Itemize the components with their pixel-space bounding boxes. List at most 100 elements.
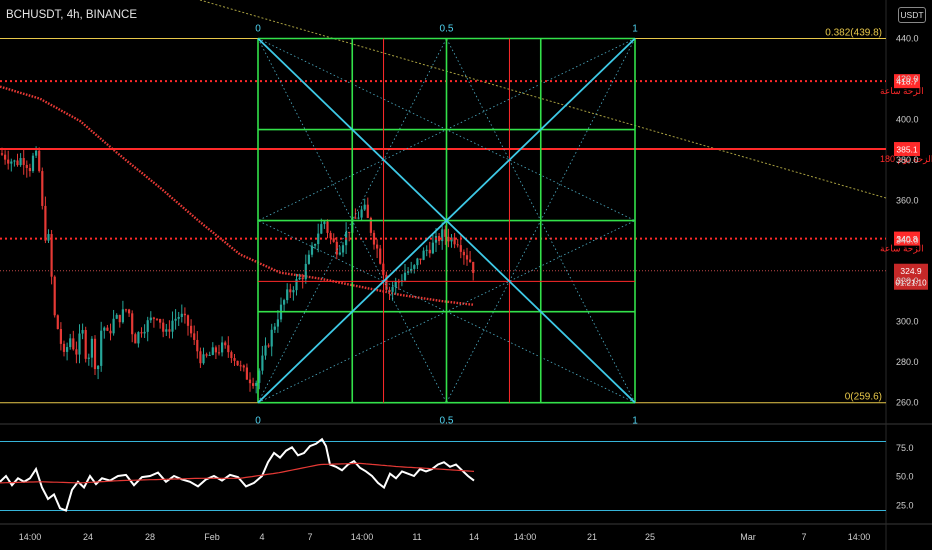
candle-body [295, 279, 298, 291]
fib-level-label: 0(259.6) [845, 392, 882, 403]
candle-body [372, 232, 376, 245]
candle-body [10, 161, 13, 164]
candle-body [41, 171, 44, 206]
candle-body [227, 345, 230, 353]
gann-top-label: 0 [255, 24, 261, 35]
candle-body [447, 236, 450, 242]
candle-body [143, 331, 146, 334]
candle-body [131, 313, 134, 335]
candle-body [128, 309, 131, 314]
price-tick-label: 440.0 [896, 34, 919, 44]
candle-body [242, 365, 245, 368]
rsi-line [0, 437, 475, 512]
candle-body [193, 333, 196, 340]
candle-body [332, 238, 335, 242]
candle-body [419, 258, 422, 260]
candle-body [462, 251, 465, 256]
candle-body [456, 244, 459, 246]
candle-body [28, 168, 31, 172]
candle-body [394, 281, 397, 288]
trend-line [199, 0, 887, 199]
candle-body [469, 259, 472, 262]
rsi-ma-line [0, 462, 475, 484]
level-tag-label: 340.8 [896, 234, 918, 244]
candle-body [214, 347, 217, 353]
candle-body [465, 255, 469, 260]
time-axis: 14:00 24 28 Feb 4 7 14:00 11 14 14:00 21 25 Mar 7 14:0… [19, 532, 871, 542]
candle-body [196, 339, 199, 352]
candle-body [441, 229, 444, 242]
time-tick-label: Mar [740, 532, 756, 542]
candle-body [75, 349, 78, 355]
candle-body [276, 319, 279, 327]
candle-body [100, 330, 103, 366]
candle-body [425, 249, 428, 251]
candle-body [298, 277, 301, 280]
price-tick-label: 400.0 [896, 114, 919, 124]
candle-body [199, 351, 202, 364]
candle-body [236, 360, 239, 366]
candle-body [267, 345, 270, 347]
candle-body [397, 281, 400, 283]
price-tick-label: 340.0 [896, 236, 919, 246]
candle-body [177, 316, 180, 319]
unit-button[interactable]: USDT [898, 7, 926, 23]
gann-top-label: 1 [632, 24, 638, 35]
candle-body [165, 329, 168, 332]
candle-body [59, 329, 62, 344]
candle-body [149, 317, 152, 321]
level-tag-label: 385.1 [896, 145, 918, 155]
candle-body [137, 332, 140, 344]
candle-body [255, 382, 258, 386]
current-price-label: 324.9 [900, 266, 922, 276]
candle-body [106, 327, 109, 331]
candle-body [35, 150, 38, 156]
candle-body [317, 233, 320, 245]
gann-top-label: 0.5 [440, 24, 454, 35]
candle-body [186, 315, 190, 326]
rsi-pane: 25.0 50.0 75.0 [0, 437, 914, 512]
candle-body [258, 370, 261, 383]
candle-body [248, 379, 252, 384]
current-price-tag [894, 263, 928, 290]
candle-body [444, 229, 447, 237]
candle-body [124, 309, 128, 311]
candle-body [180, 313, 183, 317]
price-tick-label: 320.0 [896, 276, 919, 286]
candle-body [115, 314, 118, 319]
price-tick-label: 420.0 [896, 74, 919, 84]
candle-body [97, 365, 100, 370]
price-axis: 260.0 280.0 300.0 320.0 340.0 360.0 380.0 400.0… [896, 34, 919, 408]
candle-body [239, 365, 242, 367]
candle-body [376, 244, 379, 249]
candle-body [357, 217, 360, 219]
level-annotation: الزحة يوم 180 [880, 154, 932, 165]
candle-body [307, 254, 310, 264]
candle-body [428, 249, 431, 254]
candle-body [62, 343, 66, 352]
candle-body [146, 320, 149, 332]
candle-body [174, 318, 177, 321]
rsi-tick-label: 25.0 [896, 500, 914, 510]
candle-body [155, 318, 159, 320]
candle-body [292, 290, 295, 293]
moving-average-line [0, 85, 475, 307]
gann-box: 0 0.5 1 0 0.5 1 [255, 24, 638, 427]
candle-body [431, 242, 434, 254]
candle-body [438, 236, 441, 242]
candlestick-series [0, 146, 475, 394]
candle-body [413, 265, 416, 269]
candle-body [310, 245, 314, 255]
candle-body [205, 354, 208, 356]
candle-body [66, 347, 69, 352]
candle-body [47, 234, 50, 241]
candle-body [360, 209, 363, 218]
moving-average [0, 85, 475, 307]
candle-body [81, 330, 84, 334]
gann-diagonal [257, 37, 636, 404]
candle-body [84, 330, 87, 359]
candle-body [326, 221, 329, 233]
candle-body [168, 329, 171, 332]
